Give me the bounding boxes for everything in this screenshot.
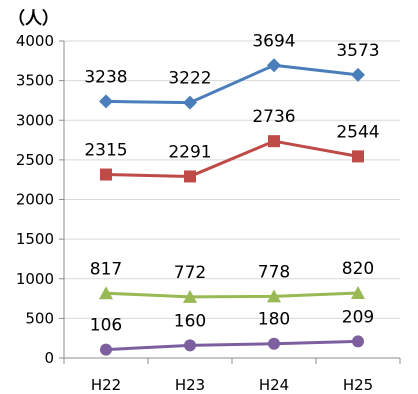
data-label: 772 — [174, 263, 206, 283]
data-label: 2736 — [252, 107, 295, 127]
data-label: 3238 — [84, 67, 127, 87]
data-labels: 3238 3222 3694 3573 2315 2291 2736 2544 817 772 77… — [84, 31, 379, 335]
data-point-marker — [267, 58, 281, 73]
data-point-marker — [268, 337, 280, 350]
x-tick-label: H25 — [343, 376, 373, 394]
series-line — [105, 339, 359, 352]
data-label: 817 — [90, 259, 122, 279]
data-label: 2315 — [84, 141, 127, 161]
x-tick-label: H23 — [175, 376, 205, 394]
data-point-marker — [351, 67, 365, 82]
data-point-marker — [99, 286, 113, 300]
data-label: 180 — [258, 310, 290, 330]
data-point-marker — [100, 343, 112, 356]
x-axis-ticks: H22 H23 H24 H25 — [91, 376, 373, 394]
data-label: 2291 — [168, 142, 211, 162]
data-point-marker — [352, 150, 364, 163]
data-label: 209 — [342, 307, 374, 327]
data-label: 2544 — [336, 122, 379, 142]
data-point-marker — [183, 95, 197, 110]
data-point-marker — [351, 286, 365, 300]
x-tick-label: H24 — [259, 376, 289, 394]
data-point-marker — [352, 335, 364, 348]
x-tick-label: H22 — [91, 376, 121, 394]
y-tick-label: 4000 — [16, 32, 54, 50]
series-group — [99, 58, 365, 356]
y-tick-label: 1500 — [16, 230, 54, 248]
data-label: 3694 — [252, 31, 295, 51]
y-tick-label: 2000 — [16, 191, 54, 209]
y-tick-label: 3000 — [16, 111, 54, 129]
data-point-marker — [184, 339, 196, 352]
y-tick-label: 0 — [44, 349, 54, 367]
series-line — [105, 291, 359, 299]
data-point-marker — [184, 170, 196, 183]
data-point-marker — [183, 289, 197, 303]
data-label: 160 — [174, 311, 206, 331]
y-axis-unit-label: （人） — [8, 8, 59, 29]
y-tick-label: 2500 — [16, 151, 54, 169]
data-label: 106 — [90, 316, 122, 336]
series-line — [105, 139, 359, 178]
y-tick-label: 500 — [25, 309, 54, 327]
gridlines — [59, 40, 401, 364]
series-line — [105, 63, 359, 105]
y-axis-ticks: 0 500 1000 1500 2000 2500 3000 3500 4000 — [16, 32, 54, 367]
data-point-marker — [267, 289, 281, 303]
data-label: 3222 — [168, 69, 211, 89]
y-tick-label: 1000 — [16, 270, 54, 288]
data-point-marker — [100, 168, 112, 181]
data-label: 3573 — [336, 41, 379, 61]
y-tick-label: 3500 — [16, 72, 54, 90]
data-label: 778 — [258, 262, 290, 282]
data-point-marker — [99, 94, 113, 109]
data-label: 820 — [342, 259, 374, 279]
data-point-marker — [268, 135, 280, 148]
